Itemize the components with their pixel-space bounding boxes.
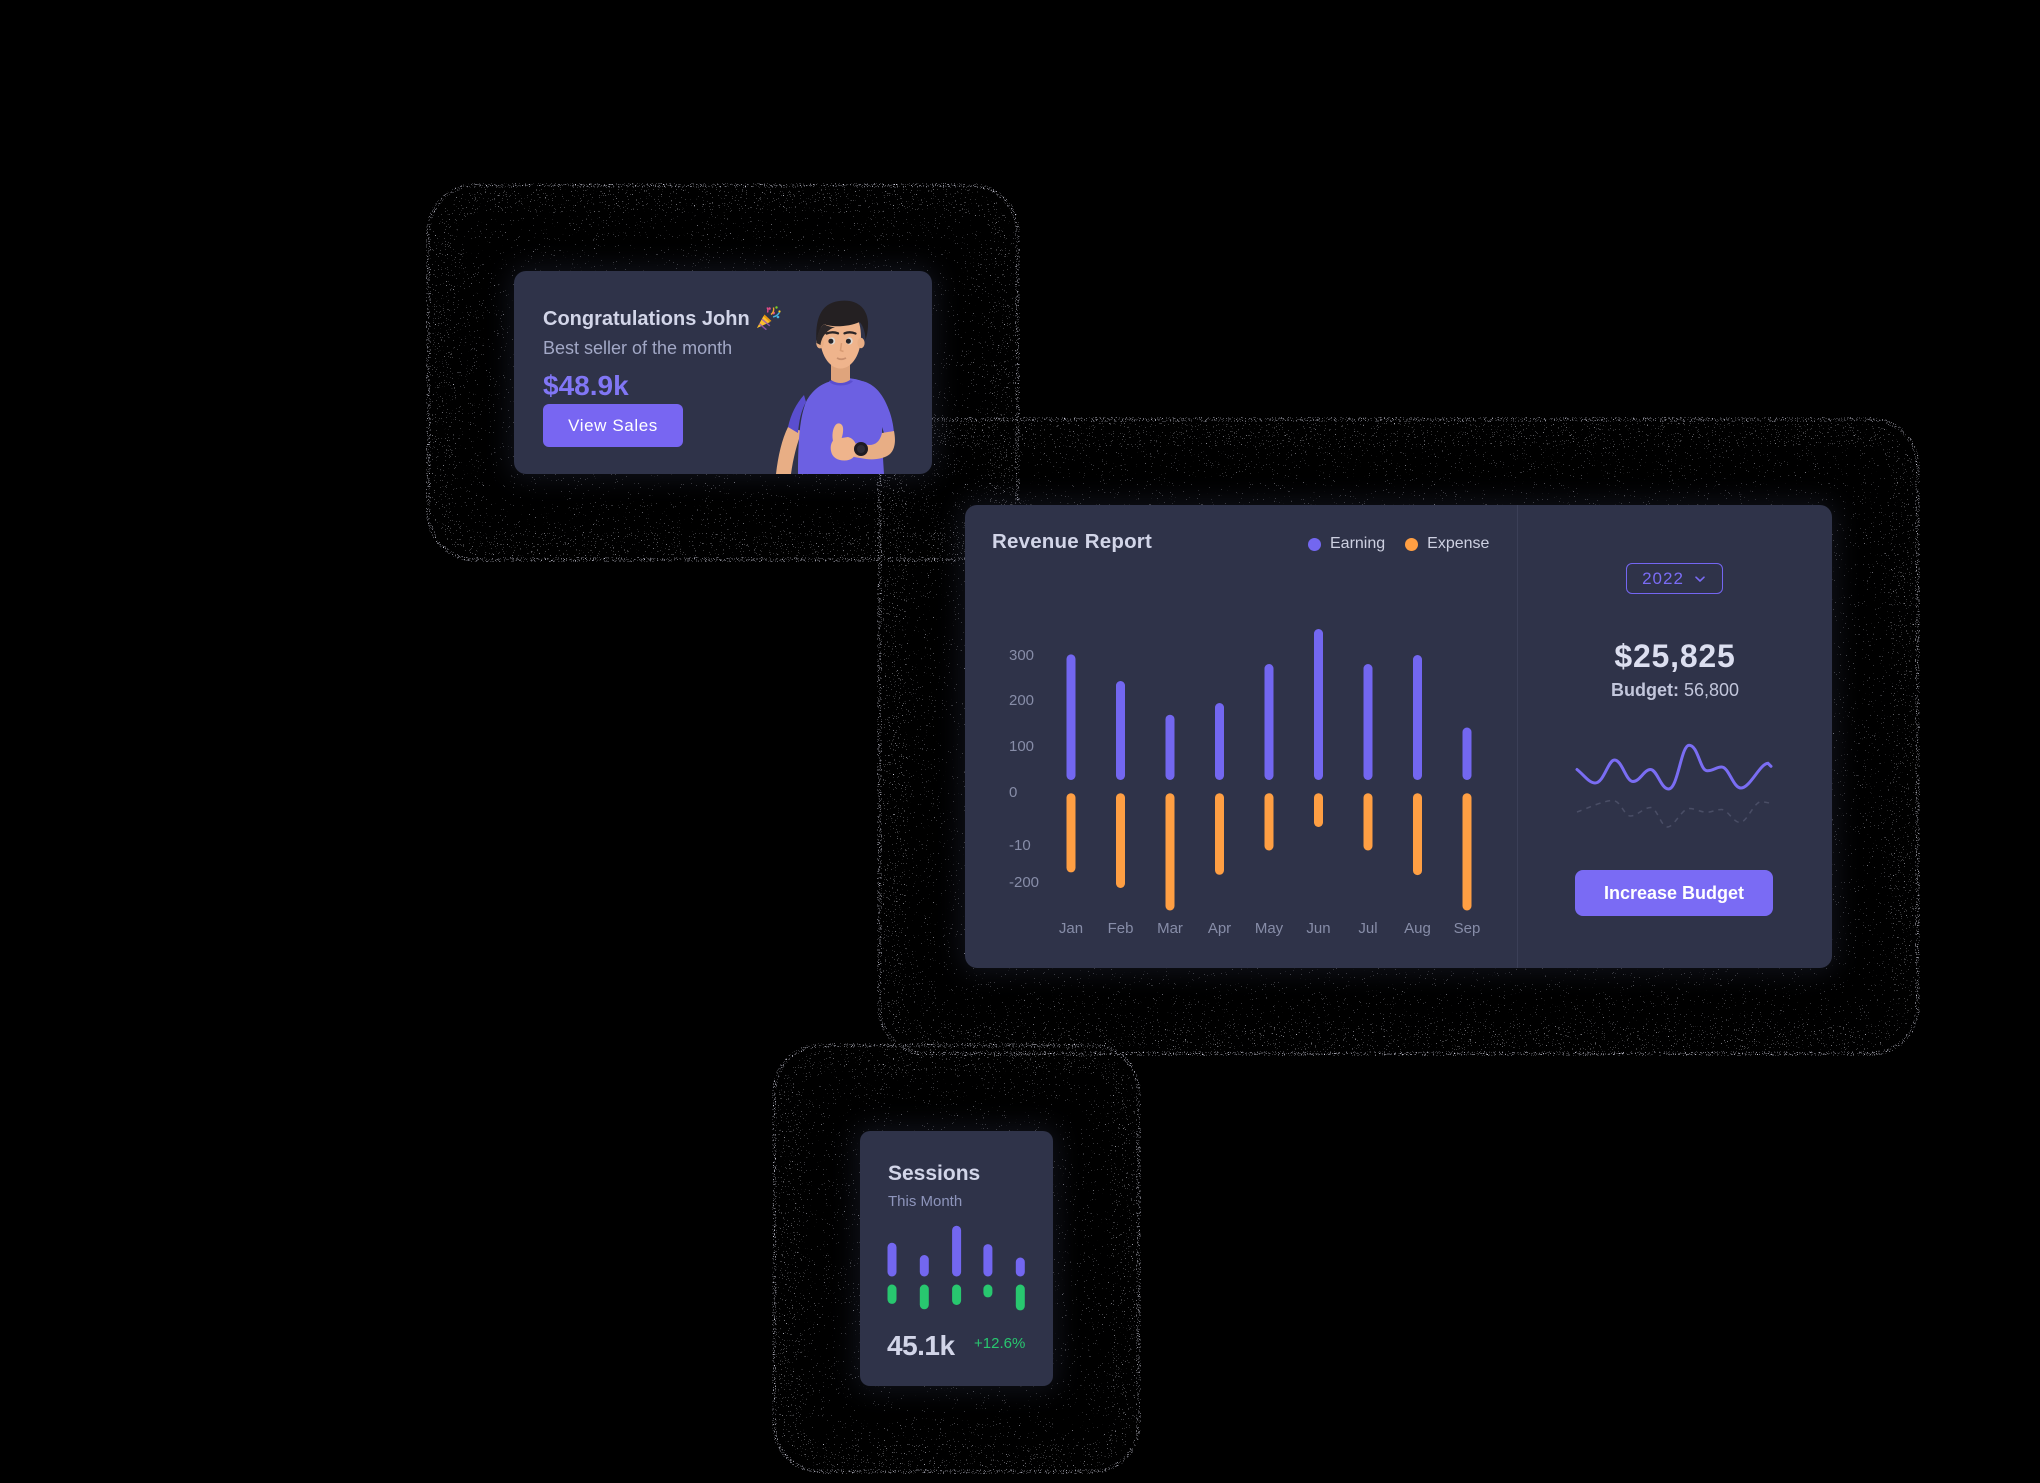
svg-text:Feb: Feb (1108, 920, 1134, 937)
svg-text:Sep: Sep (1454, 920, 1481, 937)
svg-text:Aug: Aug (1404, 920, 1431, 937)
svg-text:Jan: Jan (1059, 920, 1083, 937)
svg-text:0: 0 (1009, 784, 1017, 801)
svg-text:100: 100 (1009, 738, 1034, 755)
svg-text:Jun: Jun (1306, 920, 1330, 937)
svg-text:-10: -10 (1009, 837, 1031, 854)
svg-text:Jul: Jul (1358, 920, 1377, 937)
svg-text:Mar: Mar (1157, 920, 1183, 937)
svg-text:-200: -200 (1009, 874, 1039, 891)
svg-text:200: 200 (1009, 692, 1034, 709)
svg-text:May: May (1255, 920, 1284, 937)
svg-text:Apr: Apr (1208, 920, 1231, 937)
svg-text:300: 300 (1009, 647, 1034, 664)
